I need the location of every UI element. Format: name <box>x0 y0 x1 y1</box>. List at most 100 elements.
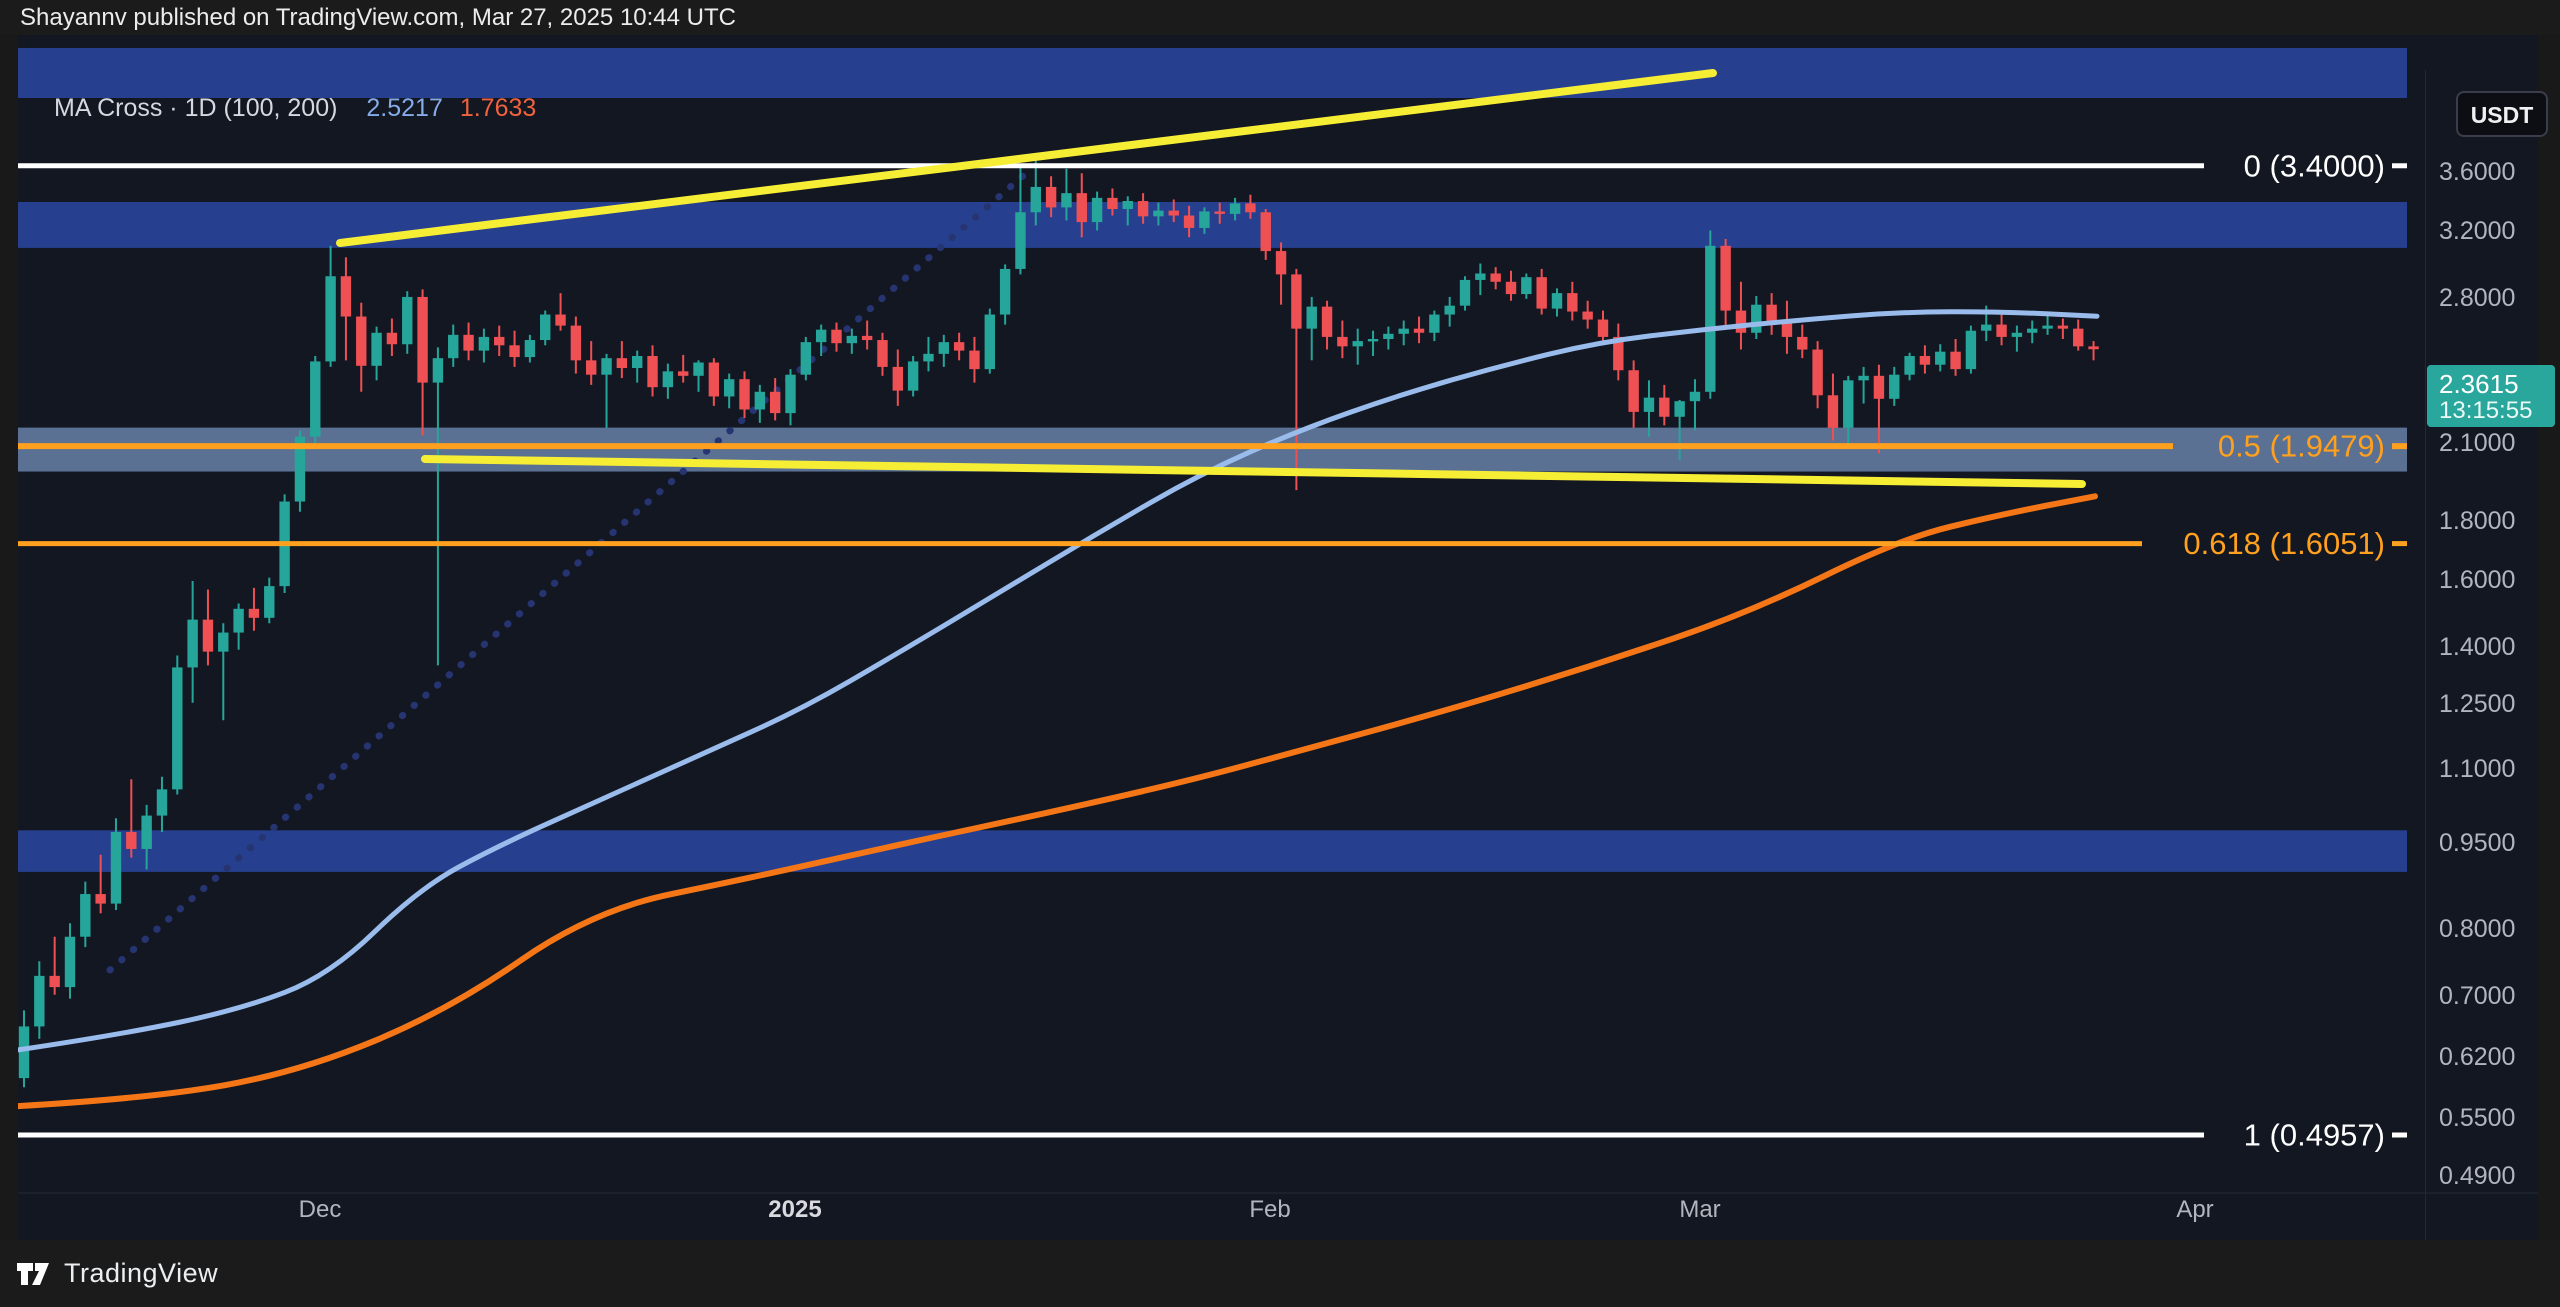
ma200-line <box>18 493 2098 1110</box>
candle <box>540 310 551 346</box>
candle-body <box>126 831 137 849</box>
candle-body <box>325 276 336 362</box>
candle <box>907 355 919 397</box>
candle-body <box>386 332 398 345</box>
candle-body <box>800 342 812 375</box>
candle-body <box>1889 374 1900 399</box>
candle-body <box>815 329 827 343</box>
yellow-trendlines[interactable] <box>336 69 2086 488</box>
candle-body <box>632 355 643 369</box>
candle <box>1536 268 1547 315</box>
time-axis[interactable]: Dec 2025 Feb Mar Apr <box>299 1196 2214 1223</box>
indicator-legend[interactable]: MA Cross · 1D (100, 200) 2.5217 1.7633 <box>54 83 536 133</box>
candle-body <box>1045 186 1057 208</box>
price-axis-label: 1.1000 <box>2439 754 2516 783</box>
candle-body <box>1521 277 1532 295</box>
ma100-line <box>18 309 2100 1053</box>
candle-body <box>1720 245 1731 311</box>
candle-body <box>555 314 566 326</box>
candle <box>601 353 612 428</box>
candle <box>1812 341 1823 409</box>
candle-body <box>478 336 490 351</box>
candle-body <box>1275 251 1287 275</box>
candle-body <box>1674 401 1685 417</box>
candle <box>1383 326 1394 350</box>
fib-retracement[interactable]: 0 (3.4000) 0.5 (1.9479) 0.618 (1.6051) 1 (0… <box>18 148 2407 1152</box>
candle <box>1935 344 1946 372</box>
candle-body <box>2057 325 2069 329</box>
dotted-trendline-segment <box>106 164 1036 974</box>
candle-body <box>601 358 612 375</box>
candle-body <box>356 316 367 366</box>
candle-body <box>923 353 934 362</box>
candle-body <box>677 371 689 376</box>
price-axis-label: 3.2000 <box>2439 217 2516 246</box>
last-price-badge: 2.3615 13:15:55 <box>2427 365 2555 428</box>
candle <box>80 881 91 948</box>
candle <box>647 345 658 397</box>
candle-body <box>1245 203 1256 213</box>
candle <box>524 334 536 363</box>
candle-body <box>1153 210 1164 217</box>
candle-body <box>1643 397 1655 412</box>
candle <box>2042 314 2053 335</box>
currency-button[interactable]: USDT <box>2456 91 2548 137</box>
candle-body <box>2088 346 2099 350</box>
candle <box>662 363 674 399</box>
candle-body <box>969 350 980 370</box>
candle-body <box>540 314 551 341</box>
publish-text: Shayannv published on TradingView.com, M… <box>20 4 736 31</box>
candle-body <box>34 975 45 1027</box>
candle-body <box>218 632 229 652</box>
candle-body <box>248 608 260 618</box>
candle-body <box>1781 322 1793 337</box>
price-axis-label: 3.6000 <box>2439 158 2516 186</box>
price-axis[interactable]: USDT 3.6000 3.2000 2.8000 2.1000 1.8000 1.600… <box>2425 70 2557 1275</box>
candle <box>1751 295 1762 339</box>
candle <box>1643 380 1655 437</box>
chart-canvas[interactable]: 0 (3.4000) 0.5 (1.9479) 0.618 (1.6051) 1 (0… <box>18 35 2538 1240</box>
candle-body <box>1383 333 1394 339</box>
candle <box>1781 300 1793 354</box>
dotted-trendline[interactable] <box>106 164 1036 974</box>
price-band-gray <box>18 427 2407 472</box>
candle <box>586 341 597 385</box>
candle <box>1567 281 1578 321</box>
candle-body <box>938 342 949 354</box>
candle-body <box>1981 324 1992 331</box>
candle <box>1521 273 1532 299</box>
candle-body <box>264 586 275 618</box>
candle-body <box>448 334 459 359</box>
candle-body <box>1812 349 1823 396</box>
candle-body <box>1505 281 1517 295</box>
candle-body <box>953 342 965 351</box>
candle <box>1076 173 1087 238</box>
candle <box>1045 176 1057 218</box>
bar-countdown: 13:15:55 <box>2439 397 2533 425</box>
candle-body <box>662 371 674 388</box>
candle-body <box>141 815 152 849</box>
candle <box>1459 276 1471 311</box>
candle <box>432 347 444 666</box>
candle <box>1904 352 1915 381</box>
candle-body <box>49 975 60 988</box>
candle-body <box>187 619 198 668</box>
candle <box>64 923 76 999</box>
candle-body <box>494 336 505 346</box>
tradingview-link[interactable]: TradingView <box>16 1258 218 1289</box>
candle <box>448 324 459 367</box>
candle <box>877 332 888 376</box>
candle-body <box>1030 186 1041 213</box>
candle-body <box>1413 328 1425 333</box>
candle-body <box>417 296 428 383</box>
candle-body <box>340 276 352 317</box>
candle <box>570 316 582 374</box>
candle <box>248 587 260 631</box>
candle <box>386 318 398 356</box>
candle-body <box>509 345 520 358</box>
price-axis-label: 0.4900 <box>2439 1161 2516 1190</box>
candle-body <box>785 374 796 414</box>
tradingview-brand-text: TradingView <box>64 1258 219 1288</box>
candle <box>1398 320 1409 346</box>
candle-body <box>1613 336 1624 371</box>
